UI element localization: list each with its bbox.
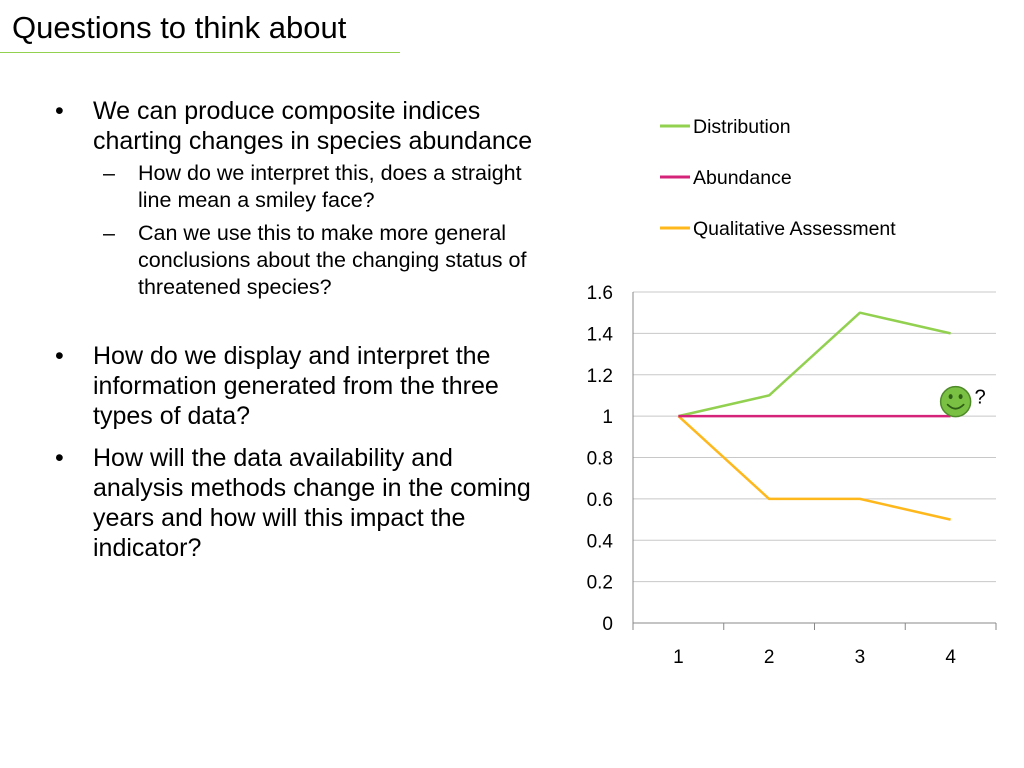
y-tick-label: 1 <box>602 407 613 428</box>
sub-bullet-marker: – <box>103 221 115 245</box>
y-tick-label: 1.6 <box>587 283 613 304</box>
legend-label: Abundance <box>693 167 792 189</box>
y-tick-label: 0.4 <box>587 531 614 552</box>
y-tick-label: 1.4 <box>587 324 614 345</box>
x-tick-label: 4 <box>945 647 956 668</box>
sub-bullet-text: How do we interpret this, does a straigh… <box>138 161 522 212</box>
y-tick-label: 0.6 <box>587 490 613 511</box>
legend-label: Qualitative Assessment <box>693 218 896 240</box>
sub-bullet-item: – How do we interpret this, does a straig… <box>55 160 545 214</box>
bullet-text: How will the data availability and analy… <box>93 444 531 562</box>
bullet-marker: • <box>55 444 64 472</box>
bullet-item: • We can produce composite indices charti… <box>55 96 545 156</box>
sub-bullet-item: – Can we use this to make more general co… <box>55 220 545 301</box>
bullet-text: We can produce composite indices chartin… <box>93 97 533 155</box>
bullet-item: • How do we display and interpret the inf… <box>55 341 545 431</box>
y-tick-label: 0.2 <box>587 573 613 594</box>
line-chart: 0 0.2 0.4 0.6 0.8 1 1.2 1.4 1.6 1 2 3 4 Distribution A… <box>587 116 997 668</box>
sub-bullet-marker: – <box>103 161 115 185</box>
annotation-question-mark: ? <box>975 387 986 409</box>
y-tick-label: 0 <box>602 614 613 635</box>
bullet-marker: • <box>55 342 64 370</box>
y-tick-label: 1.2 <box>587 366 613 387</box>
bullet-text: How do we display and interpret the info… <box>93 342 499 430</box>
title-underline <box>0 52 400 53</box>
series-line <box>678 311 951 418</box>
series-line <box>677 415 951 521</box>
x-tick-label: 3 <box>855 647 866 668</box>
bullet-item: • How will the data availability and anal… <box>55 443 545 563</box>
bullet-marker: • <box>55 97 64 125</box>
bullet-list: • We can produce composite indices charti… <box>55 96 545 563</box>
x-tick-label: 1 <box>673 647 684 668</box>
smiley-face-icon <box>939 385 972 418</box>
slide-title: Questions to think about <box>12 10 347 45</box>
sub-bullet-text: Can we use this to make more general con… <box>138 221 527 299</box>
legend-label: Distribution <box>693 116 791 138</box>
x-tick-label: 2 <box>764 647 775 668</box>
y-tick-label: 0.8 <box>587 449 613 470</box>
